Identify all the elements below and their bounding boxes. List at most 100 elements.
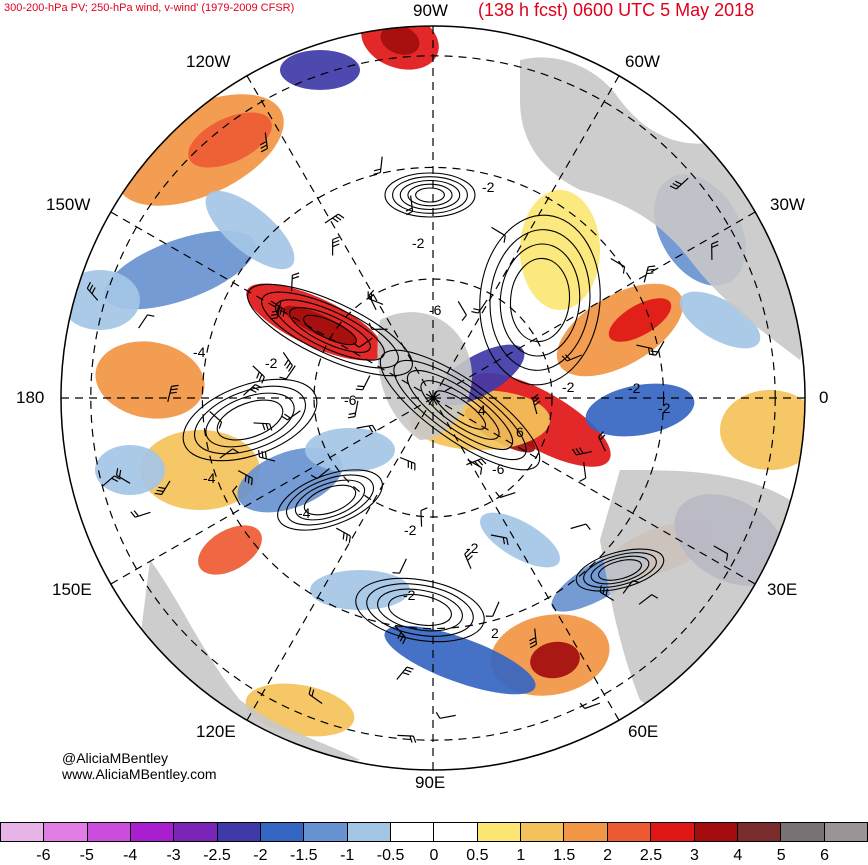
map-subtitle: 300-200-hPa PV; 250-hPa wind, v-wind' (1… [4,2,295,14]
wind-barb-feather [258,374,263,382]
pv-contour [392,176,468,214]
wind-barb [270,300,286,317]
wind-barb [420,507,428,527]
wind-barb-staff [358,337,373,348]
wind-barb-feather [262,423,266,431]
wind-barb-feather [471,311,479,314]
wind-barb-staff [259,456,276,462]
wind-barb-staff [566,354,583,362]
wind-barb-feather [345,534,348,542]
wind-barb-staff [161,480,171,495]
pv-contour [205,392,295,448]
wind-barb [669,177,689,190]
wind-barb-feather [158,486,166,490]
wind-barb-feather [335,215,342,221]
wind-barb-feather [368,425,374,433]
wind-barb-feather [392,572,400,574]
wind-barb-staff [253,422,270,425]
longitude-line [432,397,756,585]
wind-barb-staff [636,344,653,350]
wind-barb-feather [399,634,404,642]
pv-contour [509,257,571,343]
wind-barb-feather [602,586,605,595]
wind-barb-feather [599,585,602,593]
wind-barb-feather [271,313,279,316]
wind-barb-feather [91,287,96,294]
pv-contour [479,214,601,386]
wind-barb [373,156,383,175]
colorbar-tick-label: 4 [733,847,743,864]
wind-barb-feather [264,451,267,459]
pv-anomaly-patch [384,625,536,695]
pv-contour [583,552,657,588]
pv-contour [597,559,643,581]
map-content: -2 -2 -2 -2 -2 -2 -2 -2 -2 -4 -4 -4 -6 -6 -6 2 4 6 [61,26,805,770]
wind-barb-staff [598,436,606,452]
colorbar-tick-label: 0 [429,847,439,864]
lon-label-30e: 30E [767,580,798,599]
wind-barb-feather [286,362,291,369]
wind-barb-feather [284,359,289,366]
wind-barb [457,300,467,321]
pv-anomaly-patch [305,428,395,472]
pv-anomaly-patch [280,50,360,90]
wind-barb-staff [86,288,99,301]
wind-barb-feather [529,636,536,642]
pv-anomaly-patch [480,512,560,568]
wind-barb-feather [579,477,586,482]
wind-barb-staff [464,553,472,569]
colorbar-box [87,822,132,842]
longitude-line [432,397,620,721]
colorbar-tick-label: 6 [820,847,830,864]
contour-label-group: -2 -2 -2 -2 -2 -2 -2 -2 -2 -4 -4 -4 -6 -6 -6 2 4 6 [193,179,671,641]
wind-barb [570,523,591,531]
wind-barb-feather [435,711,441,719]
wind-barb-feather [258,450,261,458]
colorbar-box [737,822,782,842]
contour-label: 6 [516,424,524,440]
wind-barb-feather [250,478,253,486]
wind-barb [332,236,340,256]
wind-barb-feather [650,350,658,353]
wind-barb-feather [465,551,472,558]
pv-contour [303,314,357,346]
wind-barb-staff [167,386,173,403]
wind-barb-staff [643,266,649,283]
wind-barb-feather [111,477,119,483]
wind-barb [599,585,615,602]
wind-barb-staff [499,492,516,499]
wind-barb [490,534,509,546]
wind-barb-staff [285,365,296,380]
colorbar-tick-label: -2 [253,847,268,864]
pv-contour [399,179,461,211]
pv-anomaly-patch [140,430,260,510]
wind-barb [101,475,121,487]
pv-anomaly-patch [608,298,672,342]
wind-barb-feather [585,523,591,531]
longitude-line [246,397,434,721]
wind-barb-feather [89,284,94,292]
pv-anomaly-patch [61,270,140,330]
wind-barb-feather [261,450,264,459]
colorbar-box [304,822,348,842]
wind-barb-staff [287,410,301,421]
wind-barb-feather [270,317,278,320]
wind-barb [368,322,388,330]
longitude-line [110,211,434,399]
wind-barb-feather [218,421,223,429]
wind-barb [209,411,223,429]
wind-barb-staff [713,545,728,555]
pv-anomaly-patch [679,291,761,349]
wind-barb-feather [265,423,269,431]
colorbar-tick-label: 1.5 [553,847,576,864]
wind-barb-feather [480,458,487,465]
wind-barb [711,240,719,260]
wind-barb [713,545,729,561]
lon-label-150e: 150E [52,580,92,599]
contour-label: -2 [628,380,641,396]
wind-barb [356,424,377,433]
wind-barb [258,450,276,462]
wind-barb-feather [249,388,257,393]
pv-anomaly-patch [283,305,357,345]
pv-anomaly-patch [188,112,272,168]
